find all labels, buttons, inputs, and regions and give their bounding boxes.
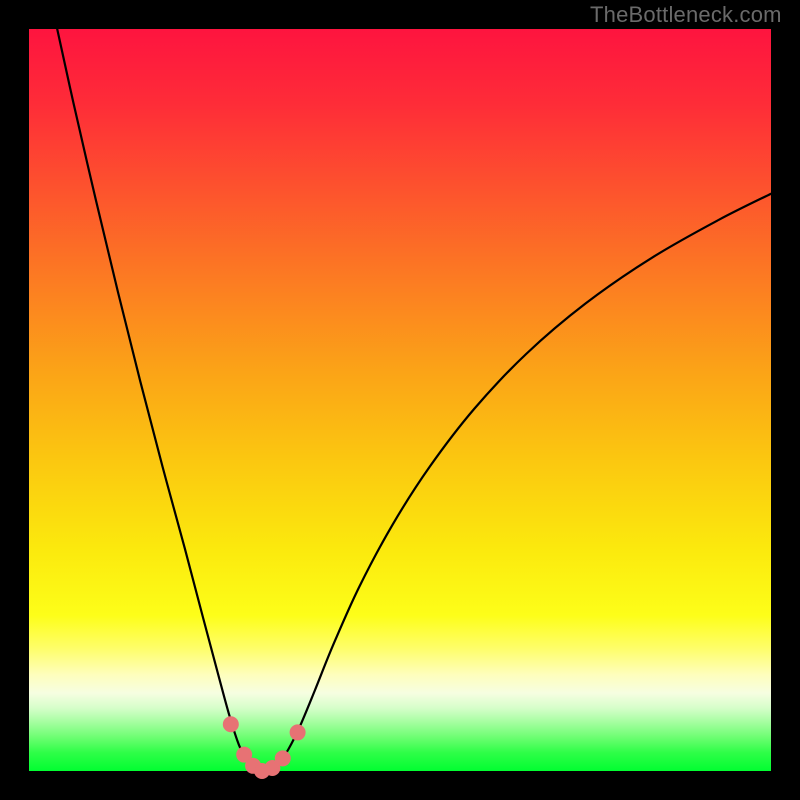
curve-marker (290, 725, 305, 740)
stage: TheBottleneck.com (0, 0, 800, 800)
plot-background (29, 29, 771, 771)
chart-svg (0, 0, 800, 800)
curve-marker (275, 751, 290, 766)
watermark-text: TheBottleneck.com (590, 2, 782, 28)
curve-marker (223, 717, 238, 732)
